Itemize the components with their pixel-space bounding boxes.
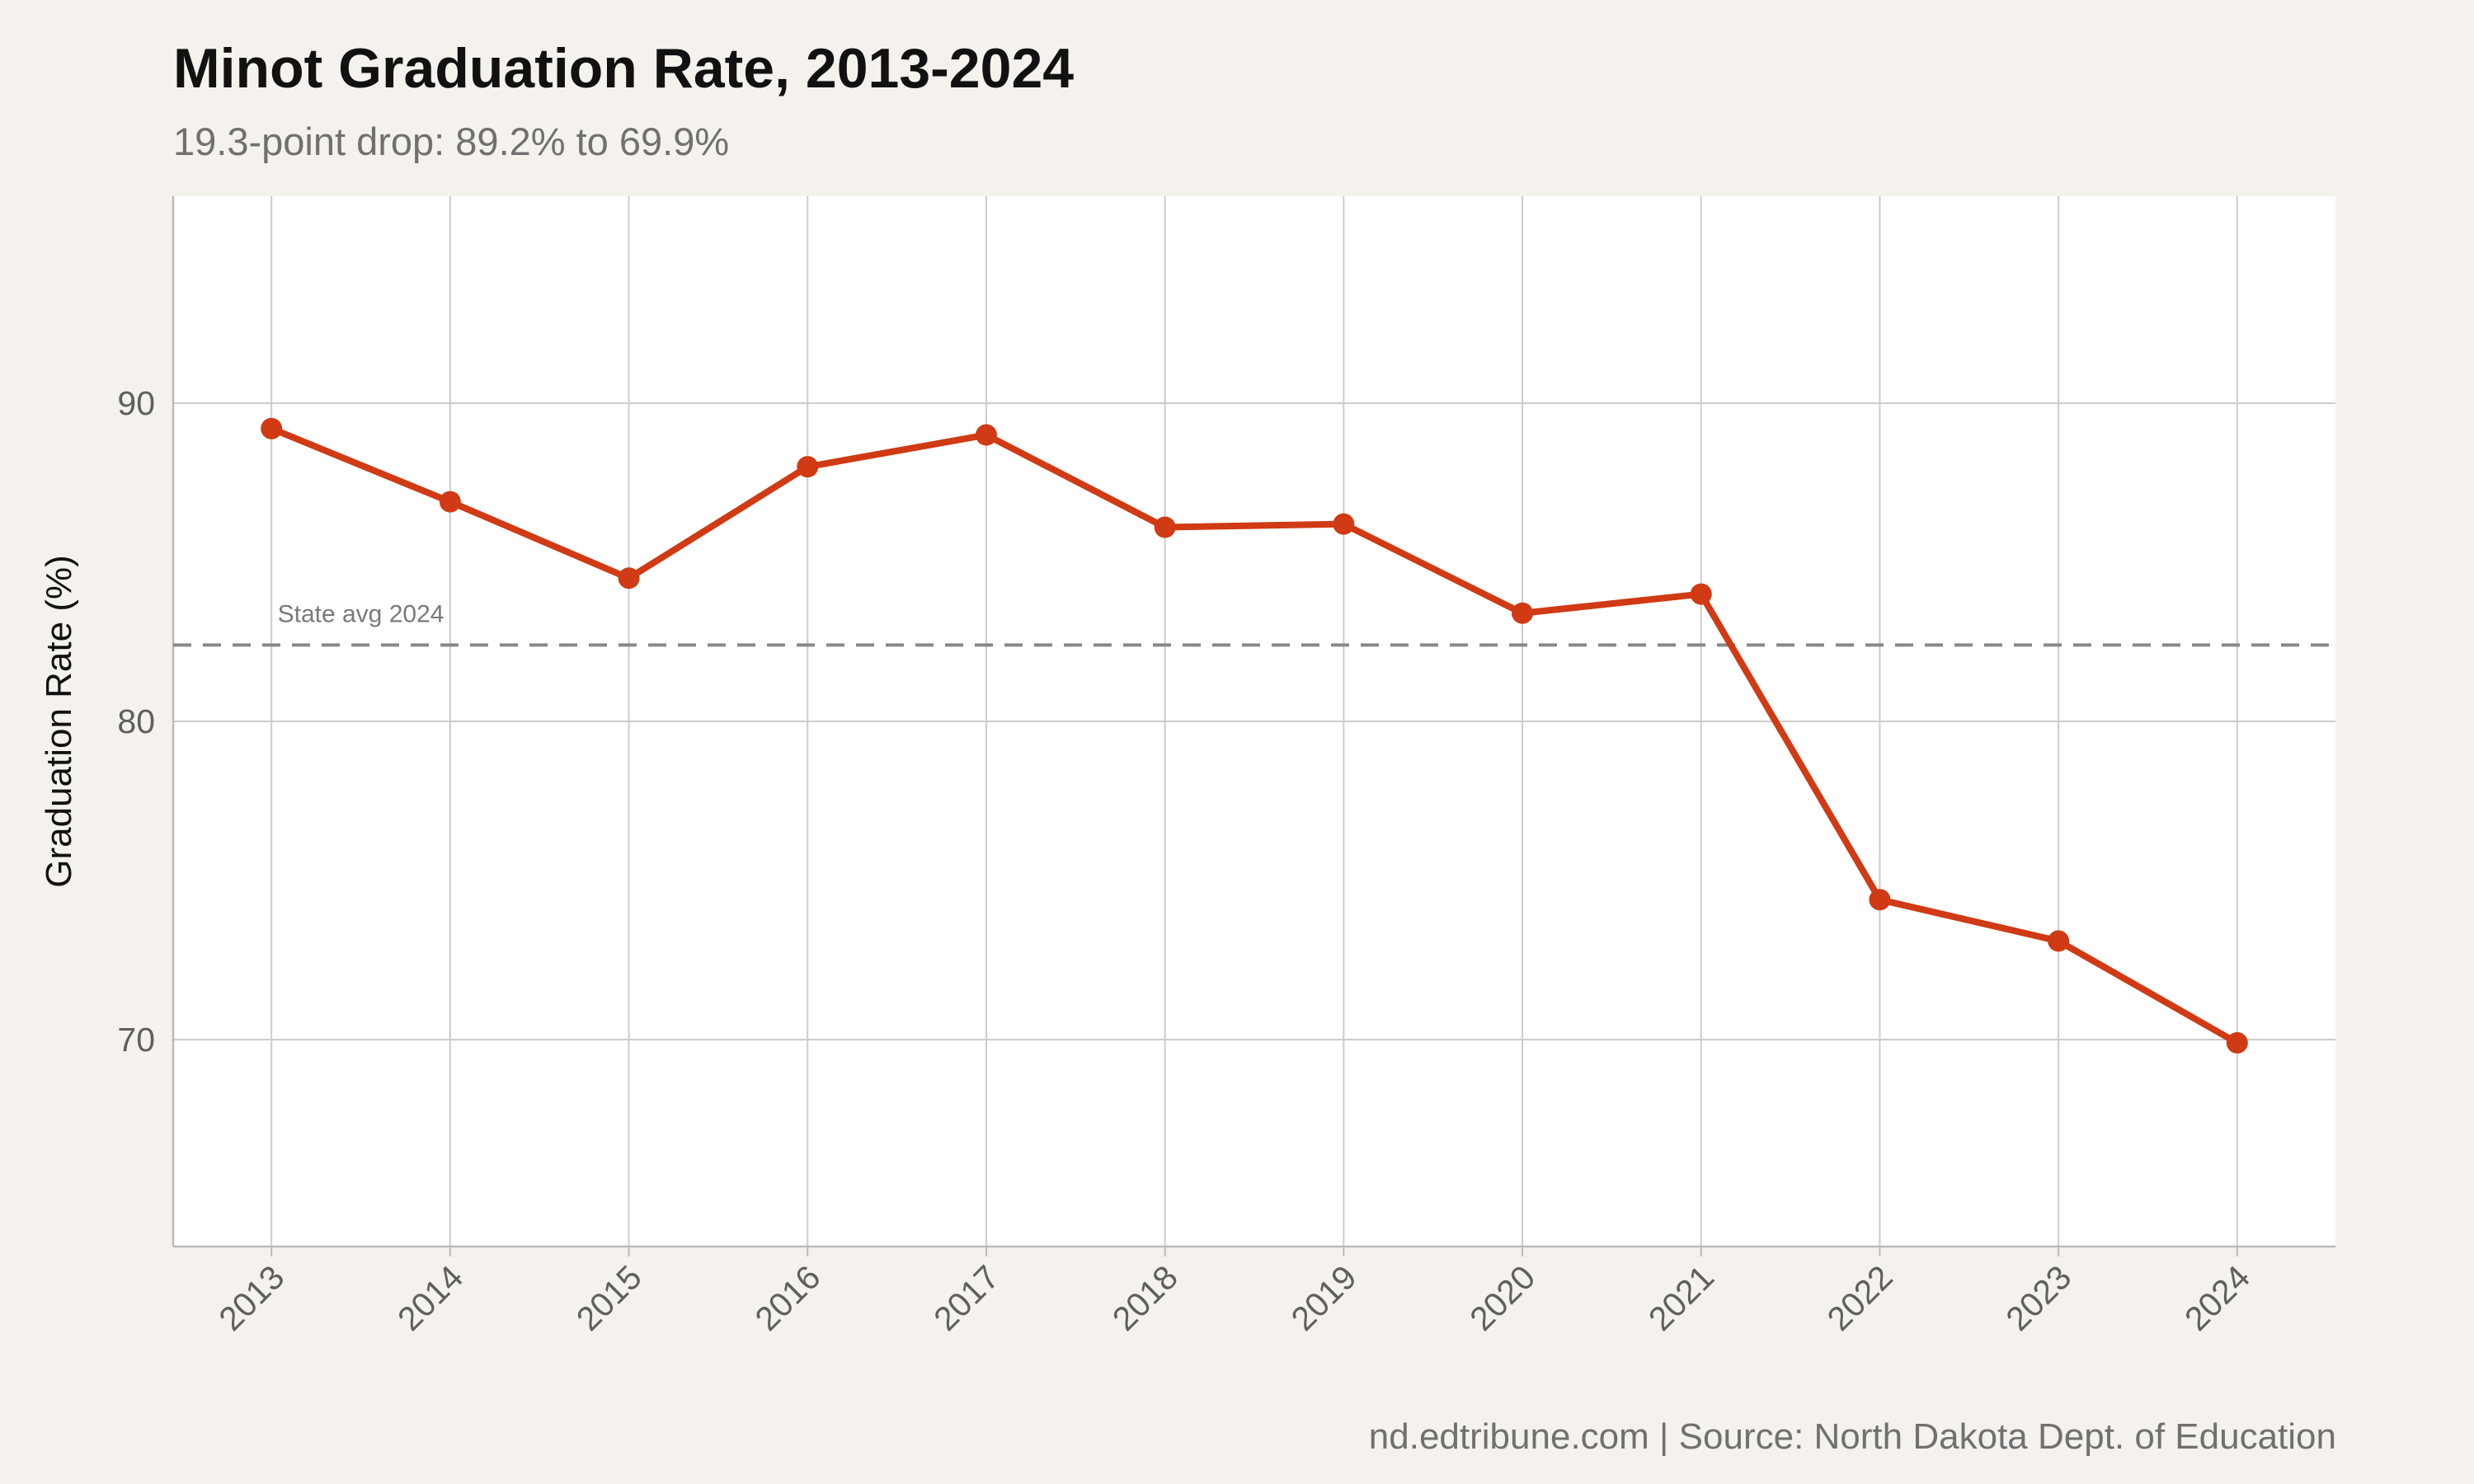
x-tick-label-2022: 2022	[1820, 1258, 1900, 1338]
series-group	[261, 417, 2248, 1054]
data-point-2014	[439, 491, 461, 513]
y-tick-label-90: 90	[117, 384, 155, 422]
chart-subtitle: 19.3-point drop: 89.2% to 69.9%	[173, 120, 730, 163]
x-tick-label-2020: 2020	[1462, 1258, 1542, 1338]
source-caption: nd.edtribune.com | Source: North Dakota …	[1368, 1416, 2336, 1457]
x-tick-label-2015: 2015	[569, 1258, 649, 1338]
series-line-0	[268, 425, 2241, 1046]
x-tick-label-2019: 2019	[1284, 1258, 1364, 1338]
axes	[172, 196, 2335, 1256]
x-tick-label-2023: 2023	[1998, 1258, 2078, 1338]
data-point-2016	[797, 456, 819, 478]
x-tick-label-2013: 2013	[212, 1258, 292, 1338]
reference-line-group: State avg 2024	[173, 600, 2335, 647]
x-tick-label-2016: 2016	[748, 1258, 828, 1338]
y-axis-title: Graduation Rate (%)	[39, 555, 79, 888]
data-point-2017	[975, 424, 997, 446]
data-point-2021	[1690, 583, 1712, 605]
data-point-2013	[261, 417, 283, 439]
data-point-2022	[1869, 889, 1891, 911]
x-tick-label-2018: 2018	[1105, 1258, 1185, 1338]
data-point-2018	[1154, 516, 1176, 538]
data-point-2019	[1333, 513, 1355, 535]
data-point-2015	[618, 567, 640, 589]
x-tick-label-2017: 2017	[926, 1258, 1006, 1338]
data-point-2020	[1512, 602, 1534, 624]
y-tick-label-70: 70	[117, 1021, 155, 1059]
chart-title: Minot Graduation Rate, 2013-2024	[173, 37, 1075, 100]
x-tick-label-2021: 2021	[1641, 1258, 1721, 1338]
x-tick-label-2014: 2014	[390, 1258, 470, 1338]
state-average-label: State avg 2024	[278, 600, 444, 627]
grid-lines	[173, 196, 2335, 1247]
x-tick-label-2024: 2024	[2177, 1258, 2257, 1338]
data-point-2023	[2048, 930, 2070, 952]
data-point-2024	[2226, 1031, 2248, 1054]
y-tick-label-80: 80	[117, 702, 155, 740]
